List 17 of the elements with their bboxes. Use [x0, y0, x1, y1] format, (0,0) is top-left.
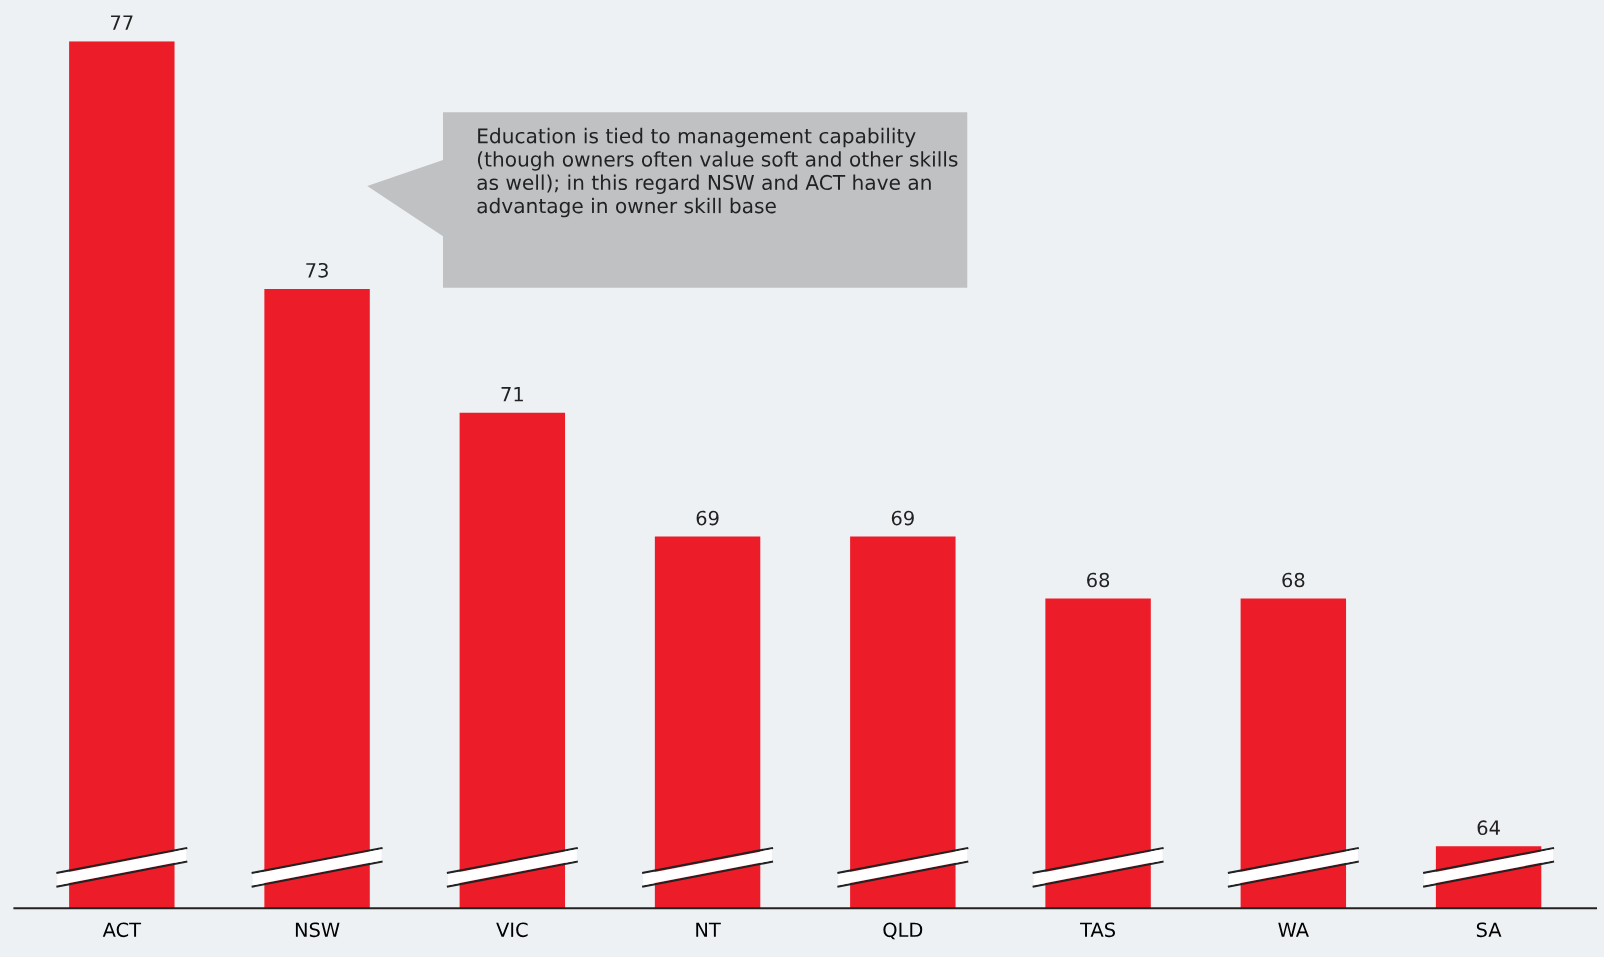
- x-tick-label: ACT: [102, 922, 142, 938]
- data-label: 73: [306, 262, 328, 278]
- x-tick-label: NSW: [295, 922, 340, 938]
- x-tick-label: VIC: [496, 922, 528, 938]
- annotation: Education is tied to management capability (though owners often value soft and other skills as well); in this regard NSW and ACT have an advantage in owner skill base: [477, 127, 958, 218]
- x-tick-label: SA: [1476, 922, 1502, 938]
- x-tick-label: NT: [696, 922, 721, 937]
- data-label: 68: [1087, 572, 1110, 588]
- x-tick-label: QLD: [883, 922, 923, 940]
- x-tick-label: WA: [1278, 922, 1309, 937]
- data-label: 69: [696, 510, 719, 526]
- data-label: 77: [111, 15, 133, 30]
- data-label: 64: [1477, 820, 1500, 836]
- data-label: 68: [1282, 572, 1305, 588]
- data-label: 71: [501, 387, 523, 402]
- x-tick-label: TAS: [1080, 922, 1116, 938]
- data-label: 69: [891, 510, 914, 526]
